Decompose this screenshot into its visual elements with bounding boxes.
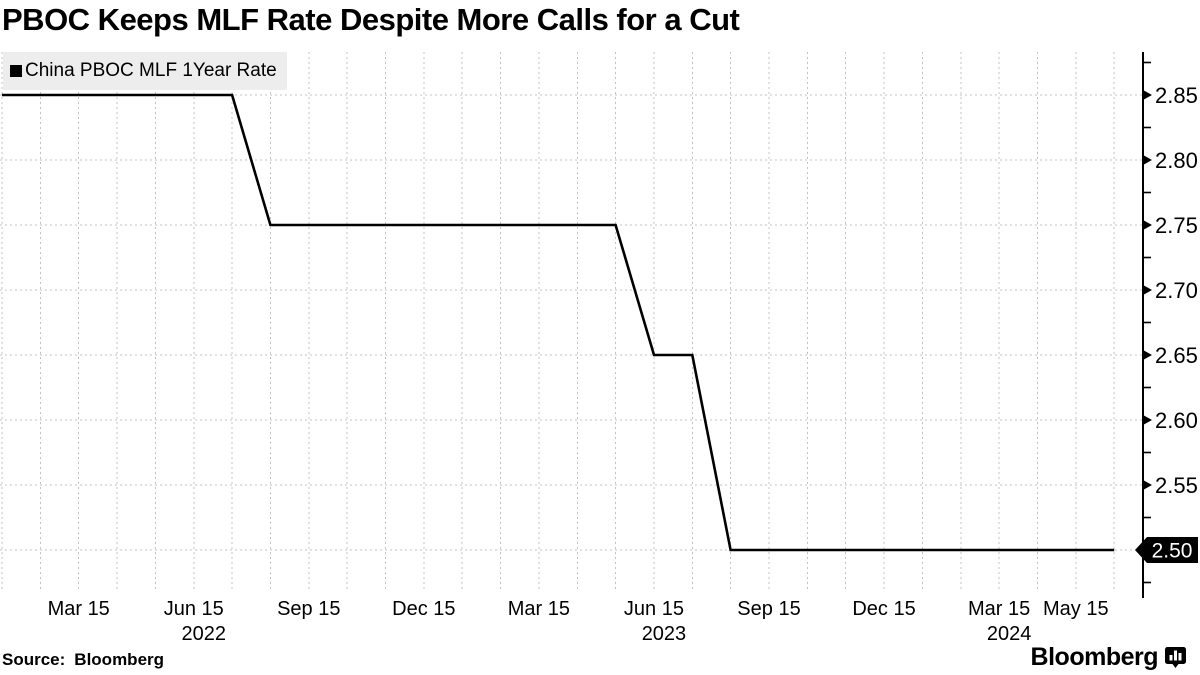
y-major-tick — [1143, 90, 1152, 100]
y-tick-label: 2.85 — [1155, 83, 1198, 108]
x-year-label: 2024 — [987, 623, 1032, 645]
x-tick-label: Mar 15 — [508, 598, 570, 620]
legend-label: China PBOC MLF 1Year Rate — [25, 60, 277, 81]
y-major-tick — [1143, 415, 1152, 425]
y-tick-label: 2.55 — [1155, 473, 1198, 498]
source-value: Bloomberg — [74, 650, 165, 669]
bloomberg-logo-icon — [1165, 646, 1186, 668]
x-tick-label: Sep 15 — [277, 598, 340, 620]
x-year-label: 2022 — [182, 623, 227, 645]
y-major-tick — [1143, 155, 1152, 165]
rate-line — [2, 93, 1115, 552]
source-note: Source: Bloomberg — [2, 650, 164, 670]
y-tick-label: 2.70 — [1155, 278, 1198, 303]
x-tick-label: Jun 15 — [164, 598, 224, 620]
y-tick-label: 2.75 — [1155, 213, 1198, 238]
y-major-tick — [1143, 285, 1152, 295]
legend-swatch-icon — [10, 65, 22, 77]
source-label: Source: — [2, 650, 66, 669]
last-value-badge-label: 2.50 — [1152, 540, 1193, 563]
x-tick-label: Jun 15 — [624, 598, 684, 620]
last-value-badge — [1135, 537, 1198, 563]
legend: China PBOC MLF 1Year Rate — [3, 52, 287, 90]
y-tick-label: 2.80 — [1155, 148, 1198, 173]
chart-title: PBOC Keeps MLF Rate Despite More Calls f… — [2, 2, 740, 37]
bloomberg-brand: Bloomberg — [1031, 643, 1186, 672]
y-tick-label: 2.65 — [1155, 343, 1198, 368]
y-tick-label: 2.60 — [1155, 408, 1198, 433]
y-major-tick — [1143, 480, 1152, 490]
y-major-tick — [1143, 350, 1152, 360]
x-year-label: 2023 — [642, 623, 687, 645]
y-major-tick — [1143, 220, 1152, 230]
brand-wordmark: Bloomberg — [1030, 643, 1159, 671]
x-tick-label: May 15 — [1043, 598, 1109, 620]
x-tick-label: Mar 15 — [968, 598, 1030, 620]
x-tick-label: Sep 15 — [737, 598, 800, 620]
x-tick-label: Dec 15 — [392, 598, 455, 620]
x-tick-label: Dec 15 — [852, 598, 915, 620]
x-tick-label: Mar 15 — [48, 598, 110, 620]
